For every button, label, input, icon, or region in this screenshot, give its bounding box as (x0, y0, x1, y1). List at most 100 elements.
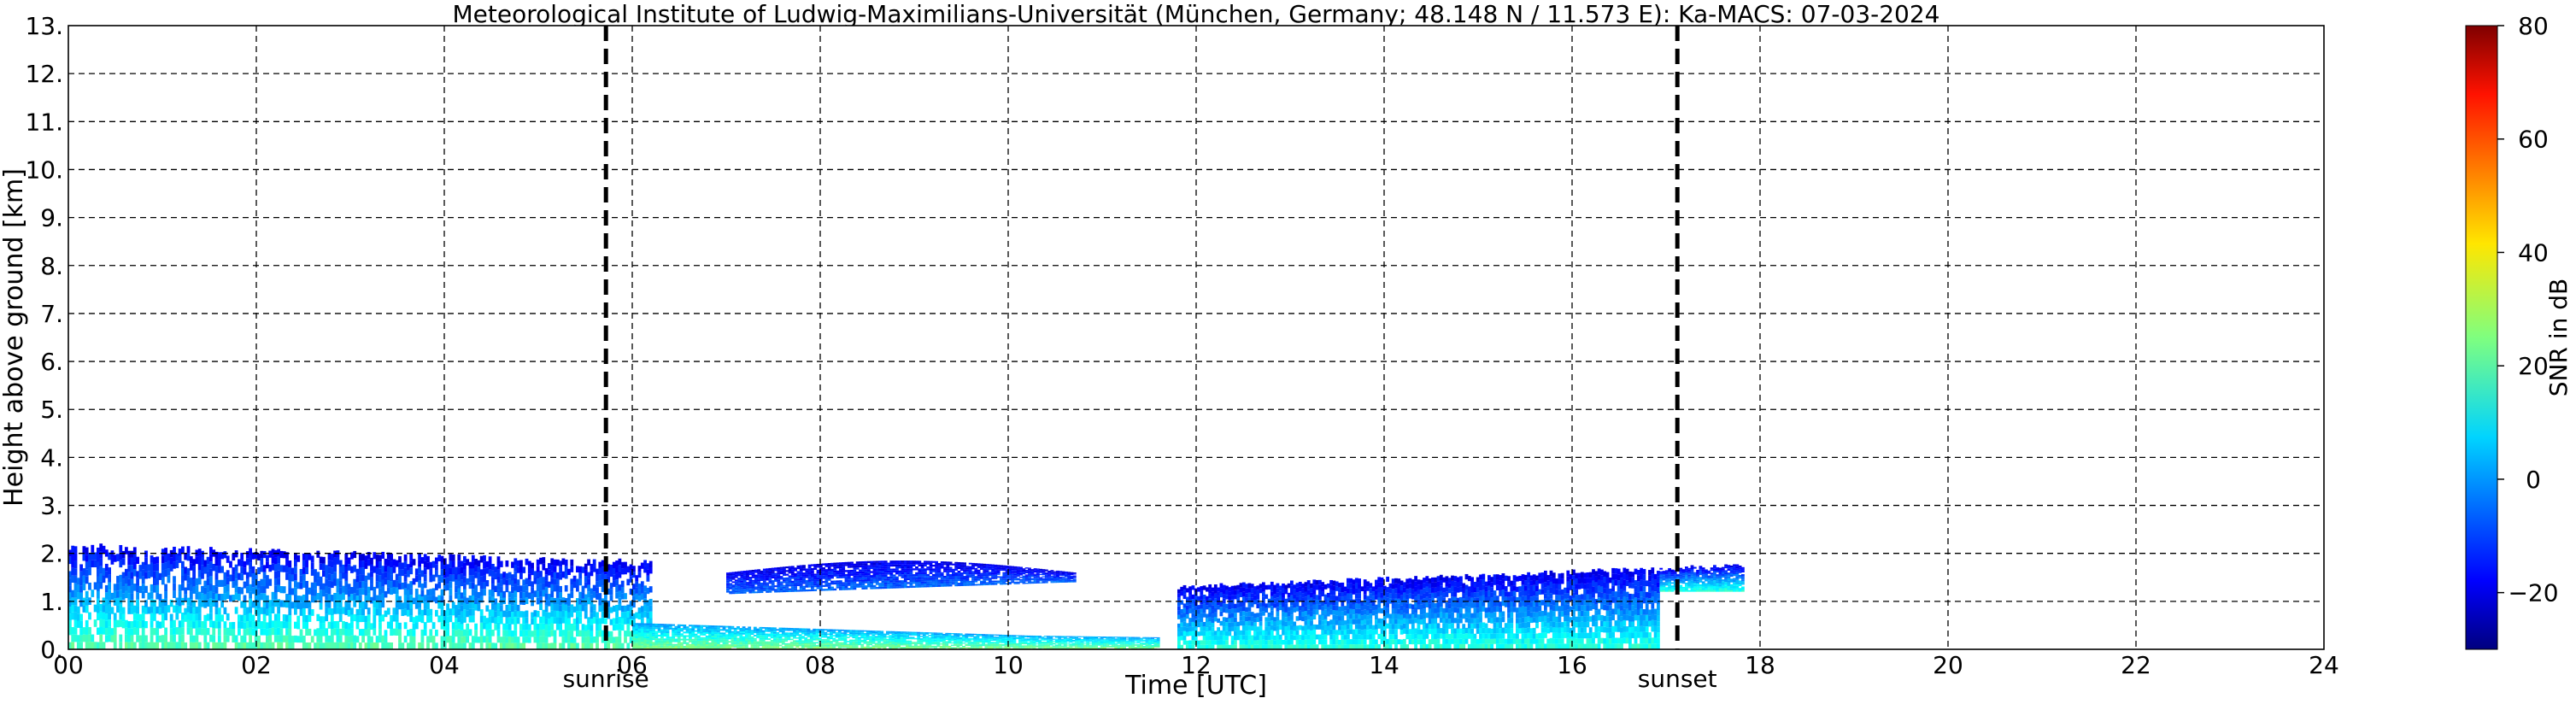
echo-cell (249, 584, 252, 592)
echo-cell (849, 645, 853, 647)
echo-cell (1091, 641, 1095, 642)
echo-cell (807, 642, 811, 644)
echo-cell (463, 642, 466, 649)
echo-cell (1077, 645, 1082, 647)
echo-cell (618, 584, 622, 591)
echo-cell (189, 635, 193, 642)
echo-cell (173, 634, 176, 642)
echo-cell (894, 645, 898, 647)
echo-cell (696, 645, 701, 648)
echo-cell (1145, 643, 1149, 645)
echo-cell (683, 631, 687, 634)
echo-cell (338, 573, 343, 581)
echo-cell (1108, 646, 1112, 648)
echo-cell (815, 648, 819, 649)
echo-cell (1063, 636, 1067, 637)
echo-cell (471, 575, 475, 583)
echo-cell (455, 573, 458, 580)
echo-cell (85, 547, 89, 555)
echo-cell (1128, 639, 1132, 641)
echo-cell (1018, 642, 1022, 643)
echo-cell (561, 630, 566, 637)
echo-cell (355, 615, 360, 623)
echo-cell (392, 559, 396, 566)
echo-cell (804, 634, 808, 637)
echo-cell (1142, 637, 1147, 639)
echo-cell (886, 636, 889, 638)
echo-cell (768, 585, 772, 588)
echo-cell (471, 568, 475, 576)
echo-cell (398, 576, 402, 584)
echo-cell (141, 619, 145, 628)
echo-cell (1151, 638, 1154, 640)
echo-cell (784, 634, 788, 636)
echo-cell (794, 580, 797, 583)
echo-cell (1131, 637, 1135, 639)
echo-cell (805, 582, 809, 584)
echo-cell (1145, 645, 1149, 647)
echo-cell (288, 608, 292, 616)
echo-cell (266, 629, 269, 637)
echo-cell (760, 575, 764, 578)
echo-cell (155, 635, 160, 642)
echo-cell (778, 635, 783, 637)
echo-cell (914, 644, 918, 646)
echo-cell (859, 585, 862, 588)
echo-cell (1038, 640, 1042, 642)
echo-cell (423, 560, 427, 568)
echo-cell (967, 643, 971, 645)
echo-cell (381, 600, 385, 608)
echo-cell (950, 635, 954, 637)
echo-cell (598, 567, 602, 575)
echo-cell (751, 590, 755, 592)
echo-cell (733, 637, 737, 640)
echo-cell (314, 582, 317, 590)
echo-cell (288, 581, 292, 589)
echo-cell (539, 642, 543, 649)
echo-cell (1006, 636, 1011, 637)
echo-cell (1041, 642, 1045, 644)
echo-cell (773, 648, 777, 649)
echo-cell (273, 635, 278, 642)
echo-cell (195, 628, 199, 636)
echo-cell (843, 635, 848, 637)
echo-cell (285, 635, 289, 642)
echo-cell (531, 593, 534, 601)
echo-cell (939, 641, 943, 642)
echo-cell (785, 586, 789, 589)
echo-cell (925, 641, 929, 642)
echo-cell (854, 632, 859, 635)
echo-cell (654, 625, 659, 628)
echo-cell (930, 632, 935, 634)
echo-cell (809, 636, 813, 638)
echo-cell (197, 642, 202, 649)
echo-cell (773, 640, 777, 642)
echo-cell (412, 597, 416, 605)
echo-cell (381, 586, 385, 594)
echo-cell (581, 630, 585, 637)
echo-cell (576, 566, 579, 573)
echo-cell (1080, 646, 1084, 648)
echo-cell (155, 627, 160, 636)
echo-cell (750, 633, 754, 635)
echo-cell (725, 641, 729, 643)
echo-cell (877, 636, 881, 638)
echo-cell (648, 645, 653, 648)
echo-cell (663, 635, 667, 637)
echo-cell (711, 639, 715, 642)
echo-cell (795, 628, 800, 630)
echo-cell (531, 587, 534, 594)
echo-cell (637, 566, 642, 572)
echo-cell (811, 570, 814, 572)
echo-cell (950, 638, 954, 641)
echo-cell (761, 642, 766, 645)
echo-cell (632, 619, 636, 626)
echo-cell (839, 564, 842, 566)
echo-cell (527, 637, 531, 643)
echo-cell (833, 572, 837, 575)
echo-cell (561, 603, 566, 611)
echo-cell (1140, 637, 1143, 639)
echo-cell (338, 635, 343, 642)
echo-cell (257, 607, 261, 615)
echo-cell (1012, 639, 1017, 641)
